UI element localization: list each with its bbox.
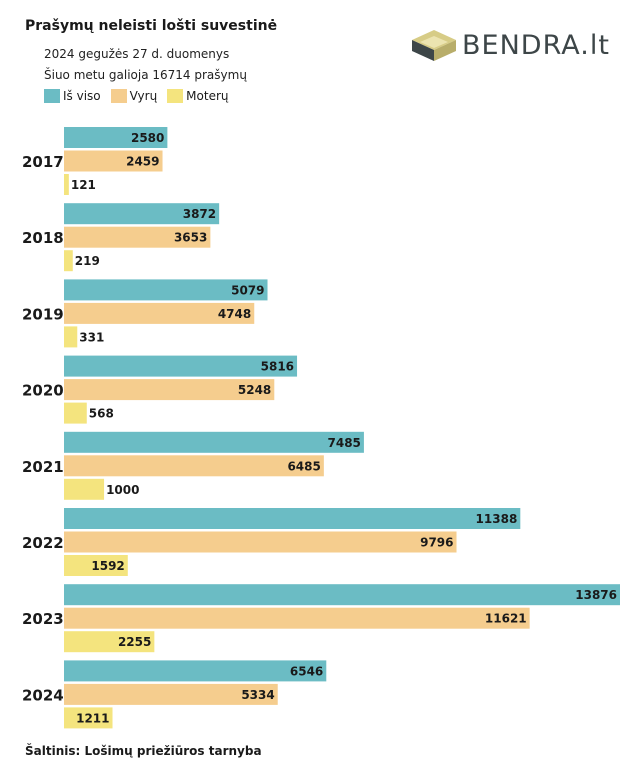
bar-men-2023	[64, 607, 530, 629]
year-label-2018: 2018	[22, 229, 64, 247]
chart-subtitle-date: 2024 gegužės 27 d. duomenys	[44, 47, 230, 61]
legend-item-women: Moterų	[167, 89, 229, 103]
bar-total-2022	[64, 508, 521, 529]
year-label-2019: 2019	[22, 305, 64, 323]
bar-men-2017	[64, 150, 163, 172]
value-label-total-2018: 3872	[183, 207, 216, 221]
bar-total-2023	[64, 584, 620, 606]
bar-women-2019	[64, 326, 78, 348]
year-label-2024: 2024	[22, 686, 64, 704]
bar-men-2019	[64, 302, 255, 324]
bar-total-2021	[64, 431, 364, 453]
legend-swatch-total	[44, 89, 60, 103]
year-label-2020: 2020	[22, 382, 64, 400]
value-label-men-2019: 4748	[218, 307, 251, 321]
legend-label-men: Vyrų	[129, 89, 158, 103]
value-label-women-2017: 121	[71, 178, 96, 192]
value-label-women-2019: 331	[79, 330, 104, 344]
year-label-2017: 2017	[22, 153, 64, 171]
value-label-men-2024: 5334	[241, 688, 274, 702]
value-label-total-2021: 7485	[328, 436, 361, 450]
bar-women-2018	[64, 250, 73, 272]
bar-men-2022	[64, 531, 457, 553]
value-label-men-2018: 3653	[174, 231, 207, 245]
bar-total-2019	[64, 279, 268, 301]
legend-item-total: Iš viso	[44, 89, 101, 103]
value-label-men-2023: 11621	[485, 612, 527, 626]
year-label-2021: 2021	[22, 458, 64, 476]
bar-total-2018	[64, 203, 220, 225]
value-label-men-2017: 2459	[126, 155, 159, 169]
value-label-men-2022: 9796	[420, 536, 453, 550]
source-note: Šaltinis: Lošimų priežiūros tarnyba	[25, 744, 262, 758]
bendra-logo: BENDRA.lt	[410, 28, 610, 62]
value-label-men-2021: 6485	[287, 459, 320, 473]
bar-women-2022	[64, 555, 128, 576]
bar-total-2024	[64, 660, 327, 682]
legend-label-total: Iš viso	[63, 89, 101, 103]
value-label-total-2017: 2580	[131, 131, 164, 145]
logo-text: BENDRA.lt	[462, 29, 610, 61]
value-label-total-2023: 13876	[575, 588, 617, 602]
value-label-women-2021: 1000	[106, 483, 139, 497]
bar-women-2020	[64, 402, 87, 424]
chart-subtitle-total: Šiuo metu galioja 16714 prašymų	[44, 68, 247, 82]
value-label-total-2022: 11388	[476, 512, 518, 526]
legend: Iš viso Vyrų Moterų	[44, 89, 229, 103]
value-label-men-2020: 5248	[238, 383, 271, 397]
value-label-women-2018: 219	[75, 254, 100, 268]
value-label-total-2020: 5816	[261, 360, 294, 374]
bar-men-2024	[64, 683, 278, 705]
legend-swatch-men	[110, 89, 127, 103]
value-label-women-2022: 1592	[91, 559, 124, 573]
year-label-2023: 2023	[22, 610, 64, 628]
value-label-women-2023: 2255	[118, 635, 151, 649]
legend-swatch-women	[167, 89, 184, 103]
bar-women-2024	[64, 707, 113, 729]
bar-total-2017	[64, 127, 168, 148]
year-label-2022: 2022	[22, 534, 64, 552]
legend-item-men: Vyrų	[110, 89, 158, 103]
value-label-total-2024: 6546	[290, 664, 323, 678]
bar-women-2023	[64, 631, 155, 653]
bar-total-2020	[64, 355, 298, 377]
bar-women-2021	[64, 478, 105, 500]
bar-men-2020	[64, 379, 275, 401]
logo-mark-icon	[412, 30, 456, 61]
bar-men-2021	[64, 455, 324, 477]
value-label-women-2024: 1211	[76, 711, 109, 725]
legend-label-women: Moterų	[186, 89, 229, 103]
bar-men-2018	[64, 226, 211, 248]
value-label-total-2019: 5079	[231, 283, 264, 297]
chart-title: Prašymų neleisti lošti suvestinė	[25, 18, 278, 34]
bar-women-2017	[64, 174, 69, 195]
value-label-women-2020: 568	[89, 407, 114, 421]
